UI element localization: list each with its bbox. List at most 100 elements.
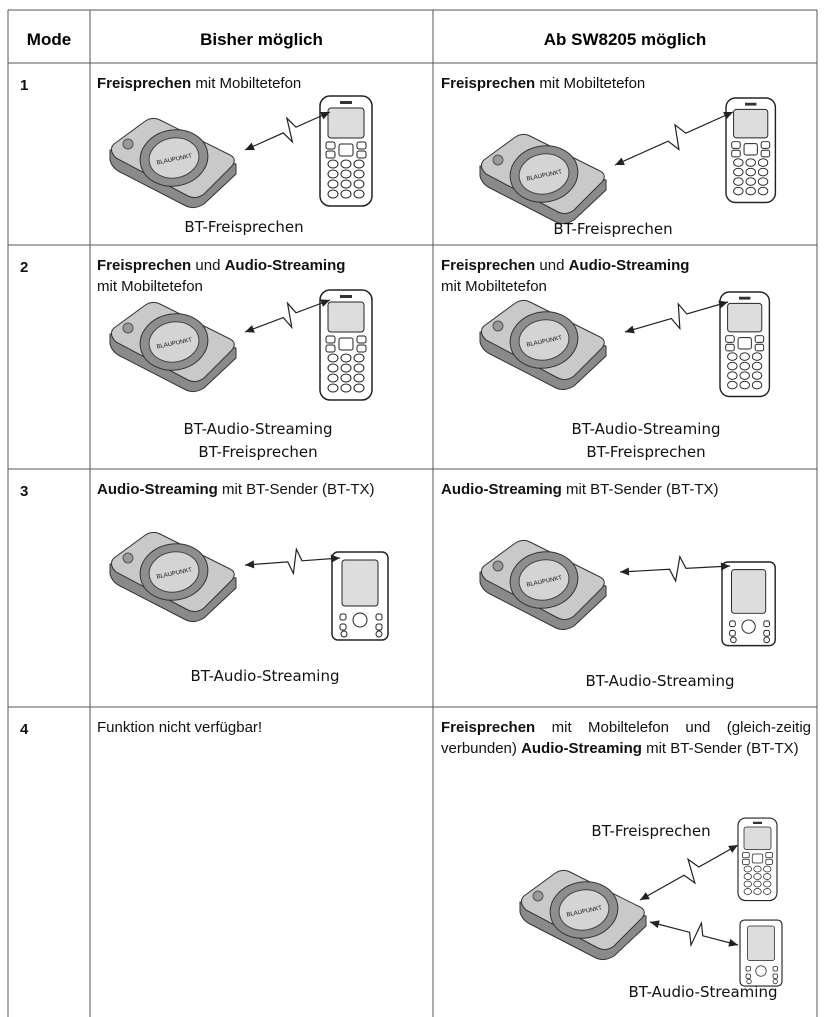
text: mit Mobiltetefon bbox=[191, 75, 302, 92]
phone-key bbox=[725, 335, 735, 343]
sender-key bbox=[375, 623, 383, 631]
caption: BT-Audio-Streaming bbox=[586, 672, 735, 690]
header-cell: Ab SW8205 möglich bbox=[543, 30, 707, 49]
phone-nav bbox=[338, 143, 354, 157]
phone-key bbox=[356, 141, 367, 150]
phone-key bbox=[325, 150, 336, 159]
text-line: Freisprechen mit Mobiltelefon und (gleic… bbox=[441, 717, 811, 759]
phone-key bbox=[742, 852, 750, 859]
sender-screen bbox=[731, 569, 767, 614]
phone-key bbox=[743, 880, 752, 888]
sender-key bbox=[745, 973, 751, 979]
cell-text: Audio-Streaming mit BT-Sender (BT-TX) bbox=[97, 479, 427, 500]
phone-key bbox=[745, 177, 756, 186]
phone-speaker bbox=[745, 102, 757, 106]
sender-screen bbox=[341, 559, 379, 607]
signal-arrow bbox=[244, 547, 341, 576]
phone-nav bbox=[737, 337, 752, 350]
caption: BT-Freisprechen bbox=[553, 220, 672, 238]
phone-key bbox=[356, 150, 367, 159]
arrow-head bbox=[718, 300, 728, 309]
arrow-head bbox=[245, 560, 255, 569]
phone-key bbox=[745, 158, 756, 167]
disc bbox=[148, 551, 200, 593]
bt-sender bbox=[331, 551, 389, 641]
sender-key bbox=[729, 629, 736, 637]
bold-text: Freisprechen bbox=[97, 75, 192, 92]
bold-text: Freisprechen bbox=[97, 257, 192, 274]
sender-screen bbox=[747, 925, 775, 961]
phone-key bbox=[757, 186, 769, 196]
phone-key bbox=[327, 363, 339, 373]
phone-key bbox=[356, 344, 367, 353]
phone-key bbox=[742, 858, 750, 865]
signal-arrow bbox=[639, 844, 739, 901]
phone-key bbox=[757, 177, 769, 186]
bt-sender bbox=[739, 919, 783, 987]
sender-key bbox=[772, 978, 778, 985]
phone-nav bbox=[338, 337, 354, 351]
button bbox=[492, 320, 504, 332]
arrow-head bbox=[720, 562, 730, 571]
phone-key bbox=[760, 149, 771, 158]
arrow-head bbox=[245, 142, 255, 150]
cell-text: Audio-Streaming mit BT-Sender (BT-TX) bbox=[441, 479, 811, 500]
phone-key bbox=[739, 380, 750, 390]
sender-key bbox=[375, 630, 383, 638]
text-line: Freisprechen und Audio-Streaming bbox=[441, 255, 811, 276]
phone-key bbox=[327, 169, 339, 179]
bold-text: Freisprechen bbox=[441, 257, 536, 274]
signal-arrow bbox=[619, 554, 731, 583]
mode-cell: 3 bbox=[20, 483, 29, 500]
phone-key bbox=[743, 888, 752, 895]
button bbox=[532, 890, 544, 902]
phone-key bbox=[733, 167, 744, 177]
text-line: Freisprechen mit Mobiltetefon bbox=[97, 73, 427, 94]
sender-key bbox=[745, 966, 751, 972]
phone-key bbox=[753, 888, 762, 895]
phone-screen bbox=[327, 301, 365, 333]
text-line: Funktion nicht verfügbar! bbox=[97, 717, 427, 738]
text-line: Audio-Streaming mit BT-Sender (BT-TX) bbox=[97, 479, 427, 500]
bold-text: Audio-Streaming bbox=[441, 481, 562, 498]
phone-key bbox=[727, 361, 738, 371]
caption: BT-Audio-Streaming bbox=[572, 420, 721, 438]
sender-key bbox=[772, 966, 778, 972]
phone-key bbox=[353, 353, 365, 363]
phone-key bbox=[757, 167, 769, 177]
phone-key bbox=[765, 858, 773, 865]
phone-key bbox=[751, 361, 763, 371]
phone-speaker bbox=[739, 296, 751, 300]
text-line: mit Mobiltetefon bbox=[441, 276, 811, 297]
arrow-head bbox=[615, 157, 625, 165]
caption: BT-Audio-Streaming bbox=[629, 983, 778, 1001]
arrow-head bbox=[620, 567, 630, 576]
disc bbox=[518, 153, 570, 195]
arrow-head bbox=[625, 325, 635, 334]
phone-key bbox=[340, 353, 352, 363]
sender-key bbox=[340, 630, 348, 638]
mode-cell: 1 bbox=[20, 77, 29, 94]
phone-key bbox=[743, 865, 752, 873]
bold-text: Audio-Streaming bbox=[521, 740, 642, 757]
phone-key bbox=[763, 873, 772, 880]
arrow-head bbox=[723, 112, 733, 120]
phone-key bbox=[353, 179, 365, 189]
cell-text: Freisprechen und Audio-Streaming mit Mobi… bbox=[97, 255, 427, 297]
phone-key bbox=[739, 361, 750, 371]
disc bbox=[518, 559, 570, 601]
phone-key bbox=[763, 888, 772, 895]
sender-wheel bbox=[741, 619, 756, 634]
text: Funktion nicht verfügbar! bbox=[97, 719, 263, 736]
sender-key bbox=[730, 636, 737, 644]
phone-key bbox=[356, 335, 367, 344]
bluetooth-module: BLAUPUNKT bbox=[479, 539, 607, 631]
mobile-phone bbox=[319, 289, 373, 401]
caption: BT-Audio-Streaming bbox=[191, 667, 340, 685]
phone-key bbox=[763, 880, 772, 888]
arrow-head bbox=[330, 554, 340, 563]
arrow-head bbox=[320, 112, 330, 120]
phone-key bbox=[753, 880, 762, 888]
